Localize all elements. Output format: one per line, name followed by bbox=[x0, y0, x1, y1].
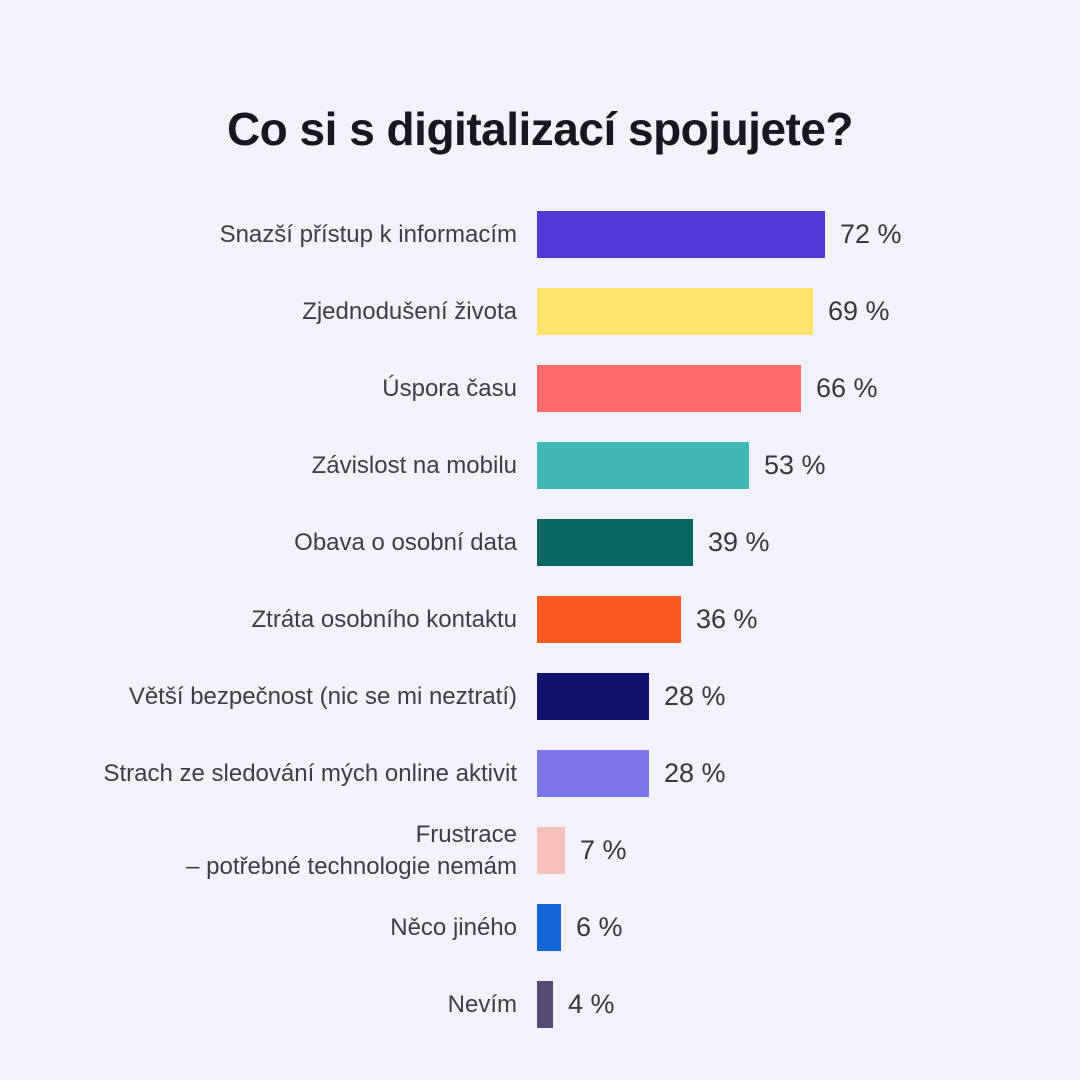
value-label: 7 % bbox=[580, 835, 627, 865]
category-label: Strach ze sledování mých online aktivit bbox=[103, 759, 517, 787]
chart-title: Co si s digitalizací spojujete? bbox=[226, 103, 854, 155]
chart-row: Frustrace – potřebné technologie nemám 7 % bbox=[0, 812, 1080, 889]
chart-row: Strach ze sledování mých online aktivit 2… bbox=[0, 735, 1080, 812]
bar bbox=[537, 211, 825, 258]
category-label: Závislost na mobilu bbox=[311, 451, 517, 479]
category-label: Snazší přístup k informacím bbox=[219, 220, 517, 248]
value-label: 66 % bbox=[816, 373, 878, 403]
category-label: Ztráta osobního kontaktu bbox=[251, 605, 518, 633]
chart-row: Závislost na mobilu 53 % bbox=[0, 427, 1080, 504]
value-label: 4 % bbox=[568, 989, 615, 1019]
bar bbox=[537, 904, 561, 951]
category-label: Něco jiného bbox=[390, 913, 517, 941]
chart-row: Zjednodušení života 69 % bbox=[0, 273, 1080, 350]
bar bbox=[537, 519, 693, 566]
value-label: 72 % bbox=[840, 219, 902, 249]
value-label: 28 % bbox=[664, 681, 726, 711]
bar bbox=[537, 596, 681, 643]
category-label: Úspora času bbox=[382, 374, 517, 402]
bar bbox=[537, 673, 649, 720]
bar bbox=[537, 981, 553, 1028]
category-label: Zjednodušení života bbox=[302, 297, 517, 325]
value-label: 69 % bbox=[828, 296, 890, 326]
bar bbox=[537, 827, 565, 874]
value-label: 36 % bbox=[696, 604, 758, 634]
chart-row: Větší bezpečnost (nic se mi neztratí) 28 … bbox=[0, 658, 1080, 735]
chart-row: Snazší přístup k informacím 72 % bbox=[0, 196, 1080, 273]
value-label: 39 % bbox=[708, 527, 770, 557]
bar bbox=[537, 750, 649, 797]
chart-row: Něco jiného 6 % bbox=[0, 889, 1080, 966]
bar bbox=[537, 365, 801, 412]
value-label: 6 % bbox=[576, 912, 623, 942]
category-label: Větší bezpečnost (nic se mi neztratí) bbox=[128, 682, 517, 710]
bar bbox=[537, 288, 813, 335]
category-label: Nevím bbox=[447, 990, 517, 1018]
category-label: Frustrace – potřebné technologie nemám bbox=[186, 821, 517, 880]
value-label: 53 % bbox=[764, 450, 826, 480]
bar-chart: Snazší přístup k informacím 72 % Zjednoduš… bbox=[0, 196, 1080, 1043]
chart-row: Ztráta osobního kontaktu 36 % bbox=[0, 581, 1080, 658]
chart-row: Obava o osobní data 39 % bbox=[0, 504, 1080, 581]
chart-row: Nevím 4 % bbox=[0, 966, 1080, 1043]
chart-row: Úspora času 66 % bbox=[0, 350, 1080, 427]
bar bbox=[537, 442, 749, 489]
value-label: 28 % bbox=[664, 758, 726, 788]
category-label: Obava o osobní data bbox=[294, 528, 517, 556]
